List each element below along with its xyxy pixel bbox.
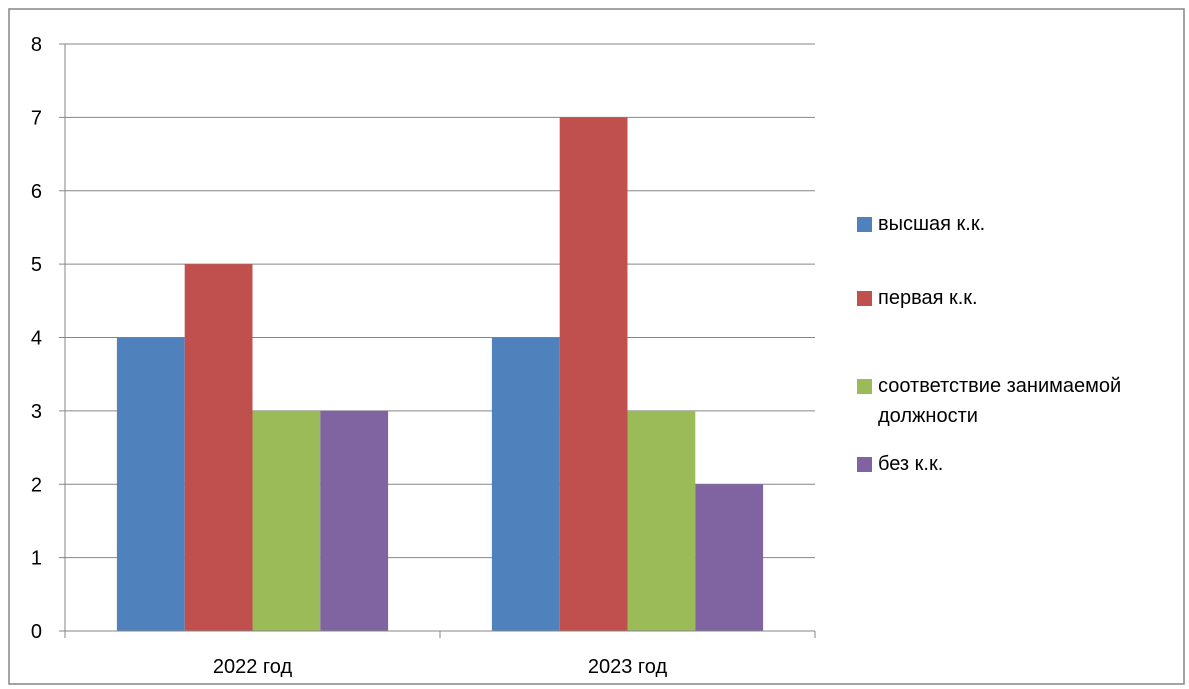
- bar-series-2-category-0: [252, 410, 321, 632]
- y-tick-label-4: 4: [31, 328, 42, 350]
- y-tick-label-2: 2: [31, 474, 42, 496]
- y-tick-label-0: 0: [31, 621, 42, 643]
- bar-series-1-category-1: [559, 117, 628, 632]
- y-tick-label-3: 3: [31, 401, 42, 423]
- legend-label-3: без к.к.: [878, 453, 943, 475]
- legend-label-2-line-0: соответствие занимаемой: [878, 375, 1121, 397]
- bars: [116, 117, 764, 632]
- legend-label-1: первая к.к.: [878, 287, 978, 309]
- x-tick-label-0: 2022 год: [213, 656, 293, 678]
- legend-label-0: высшая к.к.: [878, 213, 985, 235]
- legend-swatch-2: [857, 379, 872, 394]
- legend-label-2: соответствие занимаемой должности: [878, 375, 1121, 427]
- legend-swatch-0: [857, 217, 872, 232]
- y-tick-label-7: 7: [31, 107, 42, 129]
- legend-swatch-3: [857, 457, 872, 472]
- legend-label-2-line-1: должности: [878, 405, 978, 427]
- y-tick-label-1: 1: [31, 548, 42, 570]
- y-tick-label-6: 6: [31, 181, 42, 203]
- bar-series-1-category-0: [184, 264, 253, 632]
- bar-series-3-category-1: [695, 484, 764, 631]
- y-tick-labels: 0 1 2 3 4 5 6 7 8: [31, 34, 42, 643]
- y-tick-label-5: 5: [31, 254, 42, 276]
- legend-label-1-line-0: первая к.к.: [878, 287, 978, 309]
- axes: [59, 43, 816, 638]
- y-tick-label-8: 8: [31, 34, 42, 56]
- legend-label-0-line-0: высшая к.к.: [878, 213, 985, 235]
- bar-series-3-category-0: [320, 410, 389, 632]
- x-tick-label-1: 2023 год: [588, 656, 668, 678]
- bar-series-0-category-0: [116, 337, 185, 631]
- x-tick-labels: 2022 год 2023 год: [213, 656, 668, 678]
- bar-series-0-category-1: [491, 337, 560, 631]
- legend-label-3-line-0: без к.к.: [878, 453, 943, 475]
- bar-series-2-category-1: [627, 410, 696, 632]
- legend-swatch-1: [857, 291, 872, 306]
- legend: высшая к.к. первая к.к. соответствие заним…: [857, 213, 1121, 475]
